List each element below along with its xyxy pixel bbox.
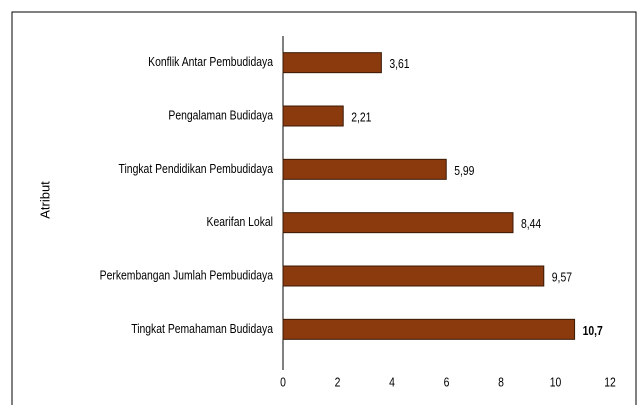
bar (282, 105, 344, 127)
y-tick-label: Pengalaman Budidaya (168, 108, 273, 122)
value-label: 9,57 (552, 270, 572, 284)
value-label: 8,44 (521, 217, 542, 231)
value-label: 10,7 (583, 324, 604, 338)
x-tick-label: 4 (389, 375, 395, 389)
value-label: 3,61 (389, 57, 409, 71)
y-tick-label: Konflik Antar Pembudidaya (148, 55, 273, 69)
x-tick-label: 2 (335, 375, 341, 389)
bar (282, 52, 382, 74)
x-tick-label: 6 (444, 375, 450, 389)
y-tick-label: Tingkat Pemahaman Budidaya (131, 322, 273, 336)
y-tick-label: Tingkat Pendidikan Pembudidaya (119, 162, 274, 176)
y-tick-label: Kearifan Lokal (207, 215, 273, 229)
value-label: 2,21 (351, 110, 371, 124)
y-axis-label: Atribut (37, 181, 52, 219)
value-label: 5,99 (454, 164, 474, 178)
frame (11, 11, 637, 405)
bar (282, 212, 514, 234)
x-tick-label: 8 (498, 375, 504, 389)
y-tick-label: Perkembangan Jumlah Pembudidaya (100, 268, 274, 282)
x-tick-label: 0 (280, 375, 286, 389)
bar (282, 318, 576, 340)
x-tick-label: 12 (604, 375, 616, 389)
x-tick-label: 10 (550, 375, 562, 389)
bar (282, 265, 545, 287)
bar (282, 158, 447, 180)
